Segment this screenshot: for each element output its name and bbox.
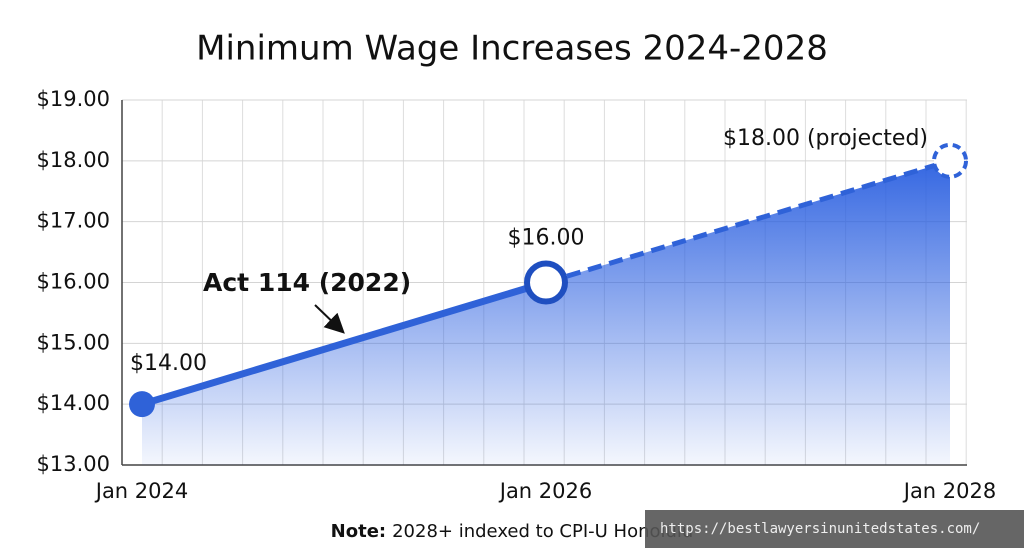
value-label: $18.00 (projected) bbox=[723, 126, 928, 151]
value-label: $16.00 bbox=[508, 226, 585, 251]
chart-title: Minimum Wage Increases 2024-2028 bbox=[196, 29, 828, 69]
watermark: https://bestlawyersinunitedstates.com/ bbox=[660, 521, 980, 537]
line-segment bbox=[545, 158, 951, 285]
y-tick-label: $13.00 bbox=[37, 452, 110, 476]
area bbox=[142, 160, 950, 466]
point bbox=[129, 391, 155, 418]
annotation-arrow bbox=[314, 304, 345, 334]
point bbox=[524, 260, 568, 305]
line-segment bbox=[138, 279, 550, 408]
x-tick-label: Jan 2024 bbox=[94, 479, 189, 503]
y-tick-label: $14.00 bbox=[37, 391, 110, 415]
annotation: Act 114 (2022) bbox=[203, 268, 411, 297]
y-tick-label: $18.00 bbox=[37, 148, 110, 172]
note: Note: 2028+ indexed to CPI-U Honolulu bbox=[331, 521, 694, 542]
y-tick-label: $16.00 bbox=[37, 270, 110, 294]
y-tick-label: $15.00 bbox=[37, 330, 110, 354]
note-text: 2028+ indexed to CPI-U Honolulu bbox=[392, 521, 693, 542]
x-tick-label: Jan 2028 bbox=[902, 479, 997, 503]
y-tick-label: $19.00 bbox=[37, 87, 110, 111]
watermark-box bbox=[645, 510, 1024, 548]
value-label: $14.00 bbox=[130, 351, 207, 376]
point bbox=[932, 142, 968, 179]
x-tick-label: Jan 2026 bbox=[498, 479, 593, 503]
note-label: Note: bbox=[331, 521, 386, 542]
y-tick-label: $17.00 bbox=[37, 209, 110, 233]
